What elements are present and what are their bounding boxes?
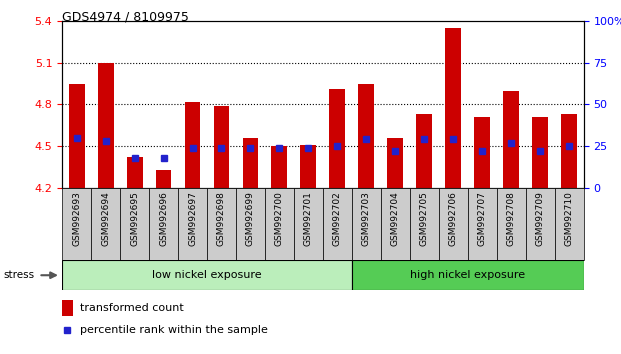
Bar — [242, 138, 258, 188]
Bar — [62, 188, 91, 260]
Text: transformed count: transformed count — [80, 303, 184, 313]
Bar — [439, 188, 468, 260]
Text: GSM992695: GSM992695 — [130, 191, 139, 246]
Bar — [388, 138, 404, 188]
Bar — [271, 146, 288, 188]
Text: GSM992701: GSM992701 — [304, 191, 313, 246]
Bar — [532, 117, 548, 188]
Bar — [97, 63, 114, 188]
Bar — [358, 84, 374, 188]
Bar — [561, 114, 577, 188]
Text: GSM992699: GSM992699 — [246, 191, 255, 246]
Bar — [149, 188, 178, 260]
Text: GSM992709: GSM992709 — [536, 191, 545, 246]
Bar — [184, 102, 201, 188]
Bar — [120, 188, 149, 260]
Bar — [236, 188, 265, 260]
Bar — [214, 106, 229, 188]
Bar — [468, 188, 497, 260]
Bar — [91, 188, 120, 260]
Text: GSM992705: GSM992705 — [420, 191, 429, 246]
Bar — [127, 157, 142, 188]
Bar — [294, 188, 323, 260]
Text: GSM992703: GSM992703 — [362, 191, 371, 246]
Bar — [381, 188, 410, 260]
Text: low nickel exposure: low nickel exposure — [152, 270, 262, 280]
Bar — [178, 188, 207, 260]
Text: GSM992697: GSM992697 — [188, 191, 197, 246]
Text: GDS4974 / 8109975: GDS4974 / 8109975 — [62, 11, 189, 24]
Text: GSM992706: GSM992706 — [449, 191, 458, 246]
Bar — [497, 188, 526, 260]
Text: GSM992702: GSM992702 — [333, 191, 342, 246]
Bar — [69, 84, 84, 188]
Bar — [416, 114, 432, 188]
Bar — [526, 188, 555, 260]
Bar — [352, 260, 584, 290]
Text: percentile rank within the sample: percentile rank within the sample — [80, 325, 268, 336]
Bar — [503, 91, 519, 188]
Text: GSM992710: GSM992710 — [564, 191, 574, 246]
Text: GSM992700: GSM992700 — [275, 191, 284, 246]
Bar — [474, 117, 490, 188]
Text: GSM992696: GSM992696 — [159, 191, 168, 246]
Text: high nickel exposure: high nickel exposure — [410, 270, 525, 280]
Bar — [445, 28, 461, 188]
Bar — [265, 188, 294, 260]
Bar — [207, 188, 236, 260]
Text: GSM992694: GSM992694 — [101, 191, 110, 246]
Bar — [329, 89, 345, 188]
Bar — [155, 170, 171, 188]
Bar — [352, 188, 381, 260]
Text: GSM992704: GSM992704 — [391, 191, 400, 246]
Bar — [62, 260, 352, 290]
Bar — [410, 188, 439, 260]
Text: stress: stress — [3, 270, 34, 280]
Bar — [62, 300, 73, 316]
Text: GSM992693: GSM992693 — [72, 191, 81, 246]
Bar — [323, 188, 352, 260]
Text: GSM992707: GSM992707 — [478, 191, 487, 246]
Bar — [301, 145, 316, 188]
Text: GSM992708: GSM992708 — [507, 191, 516, 246]
Bar — [555, 188, 584, 260]
Text: GSM992698: GSM992698 — [217, 191, 226, 246]
